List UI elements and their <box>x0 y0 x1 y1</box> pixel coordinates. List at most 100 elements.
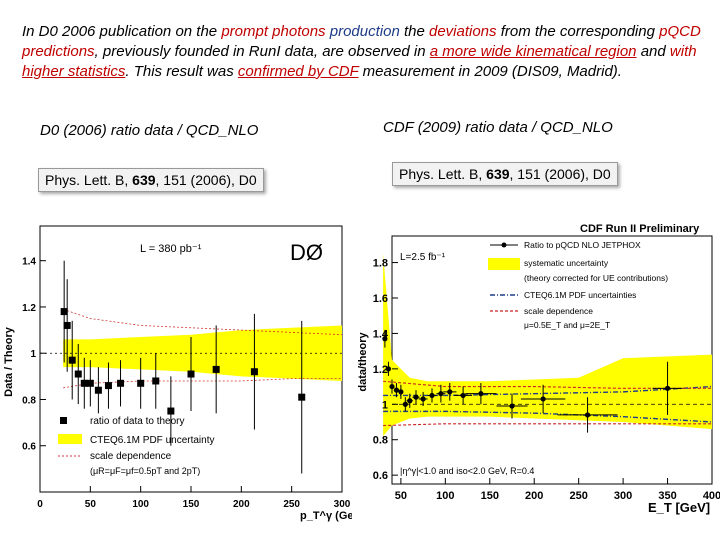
intro-text: . This result was <box>125 63 238 80</box>
intro-highlight: with <box>669 43 697 60</box>
d0-legend-entry-scale-note: (μR=μF=μf=0.5pT and 2pT) <box>90 466 200 476</box>
d0-data-point <box>117 379 125 387</box>
cdf-data-point <box>664 385 671 391</box>
d0-uncertainty-band <box>63 325 343 381</box>
cdf-x-tick-label: 50 <box>395 490 407 502</box>
intro-text: and <box>636 43 670 60</box>
left-chart-heading: D0 (2006) ratio data / QCD_NLO <box>40 122 259 139</box>
intro-text: from the corresponding <box>496 23 660 40</box>
d0-data-point <box>212 365 220 373</box>
cdf-legend-entry-scale: scale dependence <box>524 306 593 316</box>
cdf-cuts-label: |η^γ|<1.0 and iso<2.0 GeV, R=0.4 <box>400 466 534 476</box>
d0-data-point <box>250 368 258 376</box>
cdf-y-axis-label: data/theory <box>357 331 369 391</box>
left-reference-box: Phys. Lett. B, 639, 151 (2006), D0 <box>38 168 264 192</box>
reference-details: , 151 (2006), D0 <box>155 172 257 188</box>
d0-x-tick-label: 100 <box>132 499 149 510</box>
d0-data-point <box>152 377 160 385</box>
cdf-y-tick-label: 1.8 <box>373 258 388 270</box>
cdf-data-point <box>407 398 413 404</box>
cdf-y-tick-label: 1.4 <box>373 328 389 340</box>
intro-text: In D0 2006 publication on the <box>22 23 222 40</box>
d0-data-point <box>104 382 112 390</box>
d0-legend: ratio of data to theory CTEQ6.1M PDF unc… <box>58 416 214 476</box>
d0-x-tick-label: 250 <box>283 499 300 510</box>
cdf-legend-entry-ratio: Ratio to pQCD NLO JETPHOX <box>524 240 641 250</box>
cdf-legend-band-swatch <box>488 258 520 270</box>
cdf-x-tick-label: 100 <box>436 490 454 502</box>
intro-text: the <box>399 23 429 40</box>
d0-data-point <box>167 407 175 415</box>
cdf-legend-entry-syst: systematic uncertainty <box>524 258 609 268</box>
right-chart-heading: CDF (2009) ratio data / QCD_NLO <box>383 119 613 136</box>
d0-ratio-chart: 0 50 100 150 200 250 300 0.6 0.8 1 1.2 1.4 L = 380 … <box>3 225 352 522</box>
d0-legend-entry-ratio: ratio of data to theory <box>90 416 185 427</box>
cdf-pdf-lo-line <box>383 410 713 423</box>
d0-data-point <box>63 321 71 329</box>
intro-highlight: prompt photons <box>221 23 326 40</box>
intro-highlight: pQCD predictions <box>22 23 701 60</box>
d0-data-point <box>187 370 195 378</box>
cdf-x-tick-label: 250 <box>569 490 587 502</box>
reference-journal: Phys. Lett. B, <box>45 172 133 188</box>
cdf-pdf-hi-line <box>383 385 713 397</box>
d0-lumi-label: L = 380 pb⁻¹ <box>140 243 202 255</box>
cdf-data-point <box>382 336 388 342</box>
d0-x-tick-label: 200 <box>233 499 250 510</box>
cdf-scale-hi-line <box>383 380 712 389</box>
d0-y-tick-label: 0.8 <box>22 395 36 406</box>
cdf-legend-entry-scale-note: μ=0.5E_T and μ=2E_T <box>524 320 610 330</box>
d0-x-tick-label: 0 <box>37 499 43 510</box>
d0-data-point <box>74 370 82 378</box>
d0-legend-entry-pdf: CTEQ6.1M PDF uncertainty <box>90 435 214 446</box>
intro-highlight: a more wide kinematical region <box>429 43 637 60</box>
cdf-data-point <box>509 403 515 409</box>
reference-volume: 639 <box>486 166 510 182</box>
cdf-legend: Ratio to pQCD NLO JETPHOX systematic unc… <box>488 240 668 330</box>
d0-x-axis-label: p_T^γ (GeV) <box>300 510 352 522</box>
intro-highlight: higher statistics <box>22 63 126 80</box>
d0-x-tick-label: 150 <box>183 499 200 510</box>
cdf-data-point <box>389 383 395 390</box>
cdf-data-point <box>385 366 392 372</box>
cdf-x-tick-label: 400 <box>703 490 720 502</box>
cdf-legend-marker <box>501 242 507 248</box>
d0-legend-marker <box>60 417 67 424</box>
cdf-data-point <box>447 389 453 395</box>
reference-journal: Phys. Lett. B, <box>399 166 487 182</box>
d0-legend-band-swatch <box>58 434 82 444</box>
cdf-data-point <box>393 387 400 393</box>
cdf-data-point <box>540 396 546 402</box>
d0-legend-entry-scale: scale dependence <box>90 451 172 462</box>
intro-highlight: production <box>329 23 400 40</box>
cdf-y-tick-label: 0.6 <box>373 470 388 482</box>
cdf-legend-entry-pdf: CTEQ6.1M PDF uncertainties <box>524 290 636 300</box>
intro-highlight: confirmed by CDF <box>237 63 359 80</box>
cdf-y-tick-label: 1.6 <box>373 293 388 305</box>
d0-data-point <box>80 379 88 387</box>
intro-text: measurement in 2009 (DIS09, Madrid). <box>358 63 622 80</box>
cdf-data-point <box>413 394 419 400</box>
cdf-uncertainty-band <box>383 253 712 437</box>
cdf-data-point <box>420 396 426 402</box>
cdf-data-point <box>460 392 466 399</box>
cdf-lumi-label: L=2.5 fb⁻¹ <box>400 252 446 263</box>
cdf-x-axis-label: E_T [GeV] <box>648 500 710 515</box>
reference-details: , 151 (2006), D0 <box>509 166 611 182</box>
d0-data-point <box>60 308 68 316</box>
d0-data-point <box>68 356 76 364</box>
d0-experiment-label: DØ <box>290 240 323 265</box>
cdf-x-tick-label: 150 <box>481 490 499 502</box>
d0-y-tick-label: 1.2 <box>22 303 36 314</box>
cdf-y-tick-label: 1 <box>382 399 388 411</box>
cdf-data-point <box>429 392 435 399</box>
reference-volume: 639 <box>132 172 156 188</box>
cdf-x-tick-label: 350 <box>658 490 676 502</box>
cdf-y-tick-label: 0.8 <box>373 435 388 447</box>
cdf-x-tick-label: 200 <box>525 490 543 502</box>
cdf-legend-entry-note: (theory corrected for UE contributions) <box>524 273 668 283</box>
cdf-chart-title: CDF Run II Preliminary <box>580 223 700 235</box>
intro-paragraph: In D0 2006 publication on the prompt pho… <box>22 22 712 82</box>
cdf-x-tick-label: 300 <box>614 490 632 502</box>
d0-y-tick-label: 1.4 <box>22 257 36 268</box>
